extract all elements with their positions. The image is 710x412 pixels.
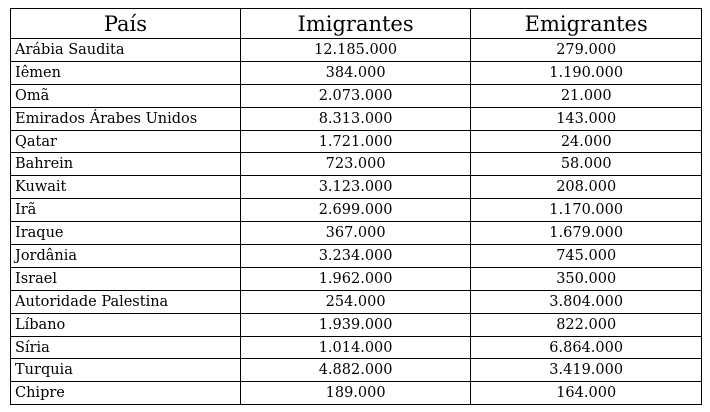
country-cell: Qatar [10,129,241,154]
country-cell: Israel [10,266,241,291]
number-cell: 143.000 [470,106,702,131]
number-cell: 279.000 [470,38,702,62]
number-cell: 384.000 [239,60,472,85]
number-cell: 723.000 [239,152,472,177]
country-cell: Autoridade Palestina [10,289,241,314]
number-cell: 1.170.000 [470,198,702,223]
table-header: País Imigrantes Emigrantes [10,8,702,39]
table-row: Omã 2.073.000 21.000 [10,83,702,108]
number-cell: 3.419.000 [470,358,702,383]
number-cell: 367.000 [239,221,472,246]
number-cell: 1.721.000 [239,129,472,154]
table-row: Autoridade Palestina 254.000 3.804.000 [10,289,702,314]
table-row: Bahrein 723.000 58.000 [10,152,702,177]
number-cell: 3.123.000 [239,175,472,200]
table-row: Arábia Saudita 12.185.000 279.000 [10,38,702,62]
number-cell: 3.804.000 [470,289,702,314]
country-cell: Iraque [10,221,241,246]
number-cell: 208.000 [470,175,702,200]
table-row: Iraque 367.000 1.679.000 [10,221,702,246]
country-cell: Kuwait [10,175,241,200]
table-row: Turquia 4.882.000 3.419.000 [10,358,702,383]
table-row: Iêmen 384.000 1.190.000 [10,60,702,85]
table-row: Irã 2.699.000 1.170.000 [10,198,702,223]
number-cell: 745.000 [470,244,702,268]
table-row: Chipre 189.000 164.000 [10,381,702,406]
table-body: Arábia Saudita 12.185.000 279.000 Iêmen 384.… [10,38,702,406]
number-cell: 350.000 [470,266,702,291]
country-cell: Turquia [10,358,241,383]
header-cell: Emigrantes [470,8,702,39]
header-row: País Imigrantes Emigrantes [10,8,702,39]
number-cell: 2.699.000 [239,198,472,223]
country-cell: Iêmen [10,60,241,85]
number-cell: 21.000 [470,83,702,108]
number-cell: 1.190.000 [470,60,702,85]
header-cell: País [10,8,241,39]
table-row: Qatar 1.721.000 24.000 [10,129,702,154]
number-cell: 8.313.000 [239,106,472,131]
country-cell: Bahrein [10,152,241,177]
country-cell: Arábia Saudita [10,38,241,62]
country-cell: Emirados Árabes Unidos [10,106,241,131]
country-cell: Chipre [10,381,241,406]
number-cell: 164.000 [470,381,702,406]
number-cell: 822.000 [470,312,702,337]
country-cell: Irã [10,198,241,223]
country-cell: Jordânia [10,244,241,268]
table-row: Israel 1.962.000 350.000 [10,266,702,291]
number-cell: 1.962.000 [239,266,472,291]
number-cell: 24.000 [470,129,702,154]
number-cell: 189.000 [239,381,472,406]
table-row: Síria 1.014.000 6.864.000 [10,335,702,360]
table-row: Emirados Árabes Unidos 8.313.000 143.000 [10,106,702,131]
table-row: Jordânia 3.234.000 745.000 [10,244,702,268]
country-cell: Síria [10,335,241,360]
number-cell: 4.882.000 [239,358,472,383]
migration-table: País Imigrantes Emigrantes Arábia Saudita 1… [10,8,702,406]
number-cell: 6.864.000 [470,335,702,360]
number-cell: 1.679.000 [470,221,702,246]
number-cell: 2.073.000 [239,83,472,108]
number-cell: 58.000 [470,152,702,177]
number-cell: 1.014.000 [239,335,472,360]
country-cell: Omã [10,83,241,108]
number-cell: 254.000 [239,289,472,314]
header-cell: Imigrantes [239,8,472,39]
table-row: Kuwait 3.123.000 208.000 [10,175,702,200]
country-cell: Líbano [10,312,241,337]
number-cell: 12.185.000 [239,38,472,62]
number-cell: 1.939.000 [239,312,472,337]
table-row: Líbano 1.939.000 822.000 [10,312,702,337]
number-cell: 3.234.000 [239,244,472,268]
